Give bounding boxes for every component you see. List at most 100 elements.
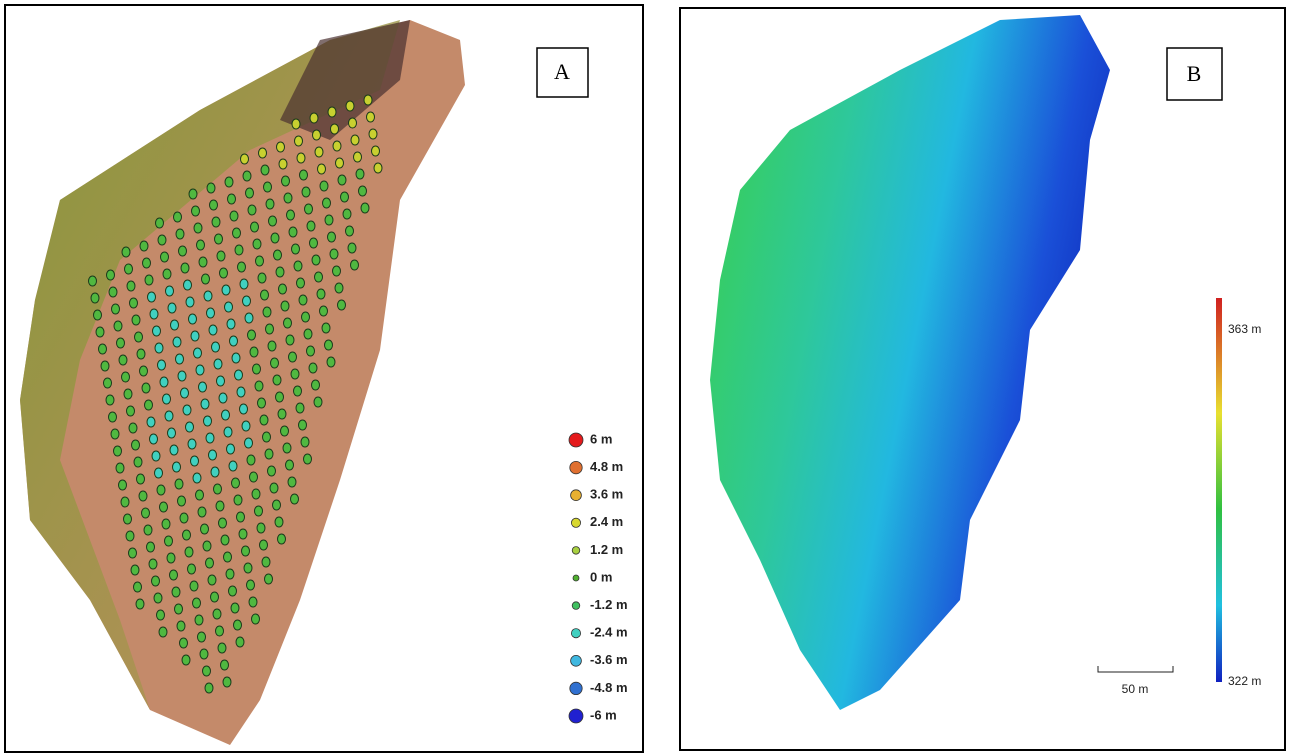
- survey-point: [219, 393, 227, 403]
- survey-point: [372, 146, 380, 156]
- survey-point: [260, 415, 268, 425]
- survey-point: [219, 518, 227, 528]
- survey-point: [253, 364, 261, 374]
- survey-point: [154, 593, 162, 603]
- survey-point: [130, 298, 138, 308]
- survey-point: [166, 286, 174, 296]
- survey-point: [134, 457, 142, 467]
- legend-label: -6 m: [590, 707, 617, 722]
- survey-point: [179, 246, 187, 256]
- scale-bar-label: 50 m: [1122, 682, 1149, 696]
- survey-point: [278, 534, 286, 544]
- survey-point: [271, 358, 279, 368]
- survey-point: [247, 455, 255, 465]
- survey-point: [222, 285, 230, 295]
- survey-point: [162, 519, 170, 529]
- survey-point: [210, 200, 218, 210]
- survey-point: [349, 118, 357, 128]
- panel-label: B: [1187, 61, 1202, 86]
- survey-point: [218, 643, 226, 653]
- survey-point: [351, 260, 359, 270]
- survey-point: [245, 313, 253, 323]
- survey-point: [165, 411, 173, 421]
- survey-point: [176, 229, 184, 239]
- survey-point: [235, 245, 243, 255]
- survey-point: [200, 649, 208, 659]
- legend-label: -3.6 m: [590, 652, 628, 667]
- survey-point: [248, 330, 256, 340]
- survey-point: [264, 182, 272, 192]
- survey-point: [192, 206, 200, 216]
- survey-point: [186, 297, 194, 307]
- survey-point: [343, 209, 351, 219]
- legend-label: 4.8 m: [590, 459, 623, 474]
- survey-point: [348, 243, 356, 253]
- survey-point: [147, 417, 155, 427]
- survey-point: [259, 148, 267, 158]
- survey-point: [278, 409, 286, 419]
- survey-point: [243, 171, 251, 181]
- survey-point: [160, 377, 168, 387]
- survey-point: [207, 308, 215, 318]
- survey-point: [211, 467, 219, 477]
- survey-point: [281, 301, 289, 311]
- legend-swatch: [571, 655, 582, 666]
- survey-point: [279, 284, 287, 294]
- survey-point: [367, 112, 375, 122]
- survey-point: [195, 615, 203, 625]
- survey-point: [300, 170, 308, 180]
- survey-point: [227, 319, 235, 329]
- survey-point: [304, 329, 312, 339]
- survey-point: [288, 477, 296, 487]
- survey-point: [277, 142, 285, 152]
- survey-point: [183, 405, 191, 415]
- colorbar-min: 322 m: [1228, 674, 1261, 688]
- survey-point: [220, 268, 228, 278]
- survey-point: [230, 211, 238, 221]
- survey-point: [201, 524, 209, 534]
- survey-point: [170, 570, 178, 580]
- survey-point: [284, 193, 292, 203]
- survey-point: [109, 412, 117, 422]
- survey-point: [140, 366, 148, 376]
- legend-swatch: [573, 575, 579, 581]
- survey-point: [268, 466, 276, 476]
- survey-point: [262, 557, 270, 567]
- survey-point: [163, 269, 171, 279]
- survey-point: [232, 478, 240, 488]
- survey-point: [284, 318, 292, 328]
- legend-swatch: [570, 682, 582, 694]
- survey-point: [212, 342, 220, 352]
- survey-point: [258, 273, 266, 283]
- survey-point: [180, 638, 188, 648]
- survey-point: [193, 598, 201, 608]
- survey-point: [89, 276, 97, 286]
- survey-point: [119, 355, 127, 365]
- survey-point: [173, 337, 181, 347]
- survey-point: [252, 489, 260, 499]
- survey-point: [216, 501, 224, 511]
- survey-point: [178, 496, 186, 506]
- survey-point: [356, 169, 364, 179]
- survey-point: [243, 296, 251, 306]
- survey-point: [139, 491, 147, 501]
- survey-point: [369, 129, 377, 139]
- survey-point: [309, 363, 317, 373]
- survey-point: [191, 456, 199, 466]
- survey-point: [305, 204, 313, 214]
- survey-point: [114, 446, 122, 456]
- survey-point: [172, 587, 180, 597]
- legend-label: 0 m: [590, 569, 612, 584]
- survey-point: [186, 422, 194, 432]
- survey-point: [263, 307, 271, 317]
- survey-point: [302, 312, 310, 322]
- survey-point: [310, 238, 318, 248]
- legend-label: 3.6 m: [590, 487, 623, 502]
- survey-point: [142, 383, 150, 393]
- survey-point: [354, 152, 362, 162]
- survey-point: [160, 502, 168, 512]
- survey-point: [261, 165, 269, 175]
- survey-point: [183, 530, 191, 540]
- survey-point: [266, 199, 274, 209]
- legend-label: -2.4 m: [590, 625, 628, 640]
